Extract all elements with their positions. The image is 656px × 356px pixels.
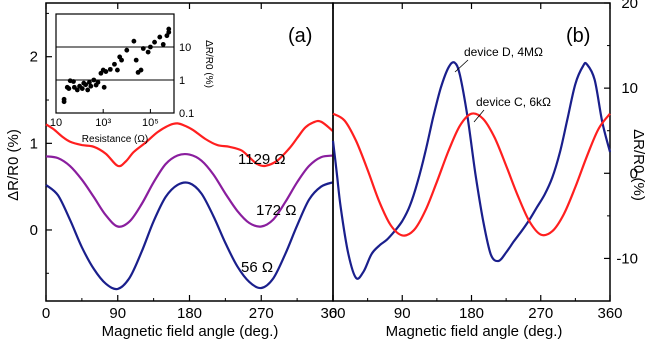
inset-y-ticks: 0.1 1 10 [170,42,194,120]
panel-a-series-2-line [45,181,334,291]
inset-point [83,82,89,88]
series-label-device-d: device D, 4MΩ [464,45,543,59]
inset-point [115,67,120,73]
panel-a-ylabel: ΔR/R0 (%) [5,129,22,201]
panel-b-series-1-line [332,112,611,237]
inset-xtick-label: 10⁵ [142,117,159,129]
panel-b-ytick-label: 0 [630,165,638,182]
inset-ytick-label: 10 [179,42,191,54]
panel-a-ytick-label: 0 [30,222,38,239]
panel-a-xtick-label: 270 [249,305,274,322]
device-d-leader [454,59,469,73]
panel-b-xtick-label: 0 [329,305,337,322]
panel-a-series-1-line [45,152,334,228]
inset-point [145,49,151,55]
panel-b-ytick-label: -10 [616,250,638,267]
panel-b: 0 90 180 270 360 -10 0 10 20 (b) Magnetic field… [329,0,647,340]
inset-xtick-label: 10³ [95,117,111,129]
inset-xtick-label: 10 [50,117,62,129]
panel-b-ytick-label: 10 [621,80,638,97]
series-label-1129: 1129 Ω [238,151,286,168]
panel-a-curves [45,119,334,291]
panel-a-xtick-label: 0 [42,305,50,322]
inset-point [85,87,91,93]
panel-a-ytick-label: 2 [30,49,38,66]
series-label-172: 172 Ω [256,202,296,219]
series-label-device-c: device C, 6kΩ [476,95,551,109]
inset-point [140,46,146,51]
panel-b-xtick-label: 360 [597,305,622,322]
inset-point [61,99,67,105]
inset-point [79,86,85,91]
inset-ytick-label: 0.1 [179,108,194,120]
inset-point [131,38,137,44]
inset-point [91,77,97,83]
inset-point [71,79,76,84]
inset-ylabel: ΔR/R0 (%) [203,40,214,88]
panel-a-label: (a) [288,25,312,47]
inset-points [61,26,172,105]
panel-b-series-0-line [331,61,612,280]
inset-point [107,66,113,72]
inset-point [101,84,107,90]
panel-b-ytick-label: 20 [621,0,638,12]
panel-a-series-0-line [45,119,334,168]
device-c-leader [473,109,485,123]
inset-x-ticks: 10 10³ 10⁵ [50,109,159,129]
inset-point [166,29,172,35]
panel-a-xtick-label: 180 [177,305,202,322]
inset-point [133,57,139,63]
panel-b-x-ticks: 0 90 180 270 360 [329,3,623,322]
inset-point [74,87,80,93]
inset-point [119,57,124,63]
inset-point [112,61,117,67]
panel-b-xtick-label: 270 [528,305,553,322]
inset-point [138,67,144,73]
panel-b-xlabel: Magnetic field angle (deg.) [386,323,563,340]
inset-point [66,86,72,91]
inset-point [95,79,101,85]
panel-a-y-ticks: 0 1 2 [30,12,52,274]
inset-scatter: 10 10³ 10⁵ 0.1 1 10 Resistance (Ω) ΔR/R0 (%) [50,13,214,145]
panel-b-xtick-label: 180 [459,305,484,322]
inset-point [88,83,94,89]
panel-a-ytick-label: 1 [30,135,38,152]
panel-b-label: (b) [566,25,590,47]
panel-a-xtick-label: 90 [109,305,126,322]
inset-gridlines [56,46,174,81]
inset-point [157,34,163,40]
inset-ytick-label: 1 [179,75,185,87]
inset-point [103,69,109,74]
panel-b-ylabel: ΔR/R0 (%) [630,129,647,201]
inset-point [160,41,166,47]
panel-a-xlabel: Magnetic field angle (deg.) [102,323,279,340]
inset-xlabel: Resistance (Ω) [82,134,148,145]
series-label-56: 56 Ω [241,259,273,276]
panel-b-curves [331,61,612,280]
panel-a-xtick-label: 360 [320,305,345,322]
inset-point [148,44,153,50]
panel-b-y-ticks: -10 0 10 20 [604,0,638,267]
inset-point [124,47,130,53]
panel-a-x-ticks: 0 90 180 270 360 [42,3,346,322]
panel-b-xtick-label: 90 [394,305,411,322]
panel-a: 0 90 180 270 360 0 1 2 (a) Magnetic field angl… [5,2,346,340]
inset-point [152,39,157,45]
inset-point [86,79,92,85]
